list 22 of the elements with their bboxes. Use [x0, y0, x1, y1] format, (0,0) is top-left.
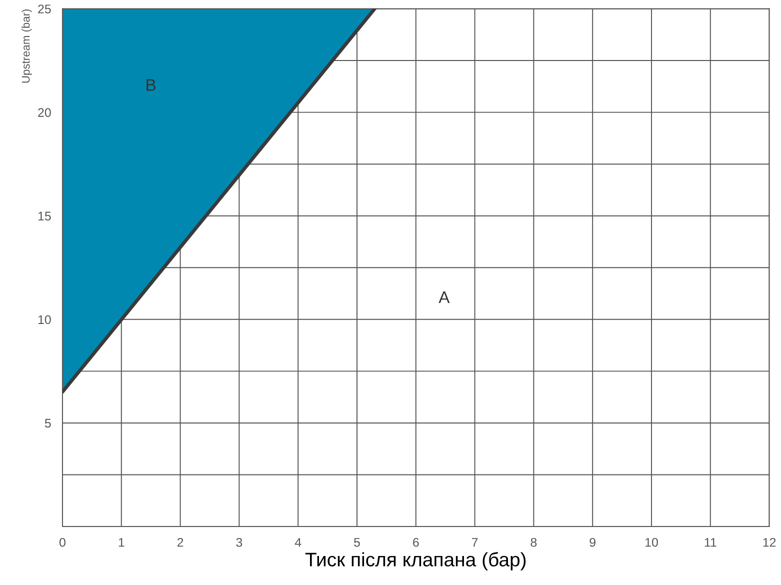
y-tick-label: 5 [44, 418, 51, 428]
x-axis-title: Тиск після клапана (бар) [305, 552, 526, 570]
annotation: A [438, 292, 450, 304]
x-tick-label: 10 [645, 538, 658, 547]
x-tick-label: 8 [530, 538, 537, 547]
x-tick-label: 11 [704, 538, 716, 547]
y-tick-label: 25 [38, 4, 51, 14]
x-tick-label: 3 [236, 538, 242, 547]
annotation: B [146, 79, 156, 91]
x-tick-label: 9 [590, 538, 596, 547]
y-axis-title: Upstream (bar) [22, 9, 32, 83]
y-tick-label: 10 [38, 315, 51, 324]
y-tick-label: 15 [38, 212, 51, 221]
x-tick-label: 12 [763, 538, 776, 547]
x-tick-label: 6 [413, 538, 419, 547]
y-tick-label: 20 [38, 108, 51, 117]
x-tick-label: 5 [354, 538, 360, 547]
x-tick-label: 2 [177, 538, 184, 547]
x-tick-label: 0 [59, 538, 66, 547]
x-tick-label: 1 [118, 538, 124, 547]
x-tick-label: 4 [294, 538, 302, 547]
x-tick-label: 7 [472, 538, 478, 547]
